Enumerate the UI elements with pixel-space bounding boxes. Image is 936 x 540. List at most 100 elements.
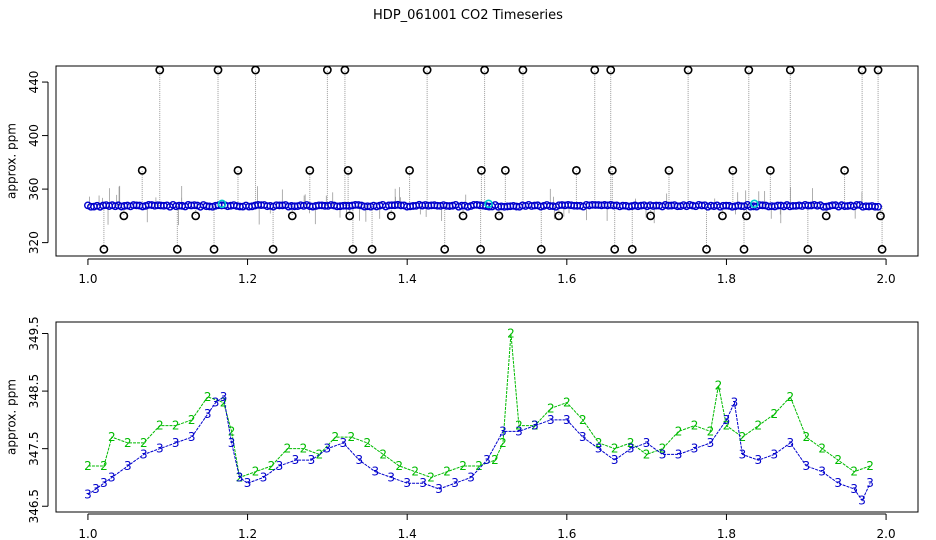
outlier-point bbox=[877, 244, 887, 254]
y-tick-label: 360 bbox=[27, 178, 41, 201]
series-marker-2: 2 bbox=[204, 390, 212, 404]
outlier-point bbox=[268, 244, 278, 254]
series-marker-2: 2 bbox=[866, 459, 874, 473]
series-marker-2: 2 bbox=[300, 442, 308, 456]
outlier-point bbox=[422, 65, 432, 75]
series-marker-2: 2 bbox=[547, 401, 555, 415]
series-marker-3: 3 bbox=[707, 436, 715, 450]
series-marker-2: 2 bbox=[379, 447, 387, 461]
series-marker-3: 3 bbox=[675, 447, 683, 461]
series-marker-2: 2 bbox=[834, 453, 842, 467]
series-marker-3: 3 bbox=[627, 442, 635, 456]
series-marker-2: 2 bbox=[252, 465, 260, 479]
outlier-point bbox=[348, 244, 358, 254]
series-marker-2: 2 bbox=[802, 430, 810, 444]
series-marker-2: 2 bbox=[84, 459, 92, 473]
series-marker-2: 2 bbox=[459, 459, 467, 473]
series-marker-2: 2 bbox=[332, 430, 340, 444]
outlier-point bbox=[172, 244, 182, 254]
series-marker-3: 3 bbox=[140, 447, 148, 461]
series-marker-3: 3 bbox=[547, 413, 555, 427]
series-marker-2: 2 bbox=[659, 442, 667, 456]
series-marker-2: 2 bbox=[707, 424, 715, 438]
series-marker-2: 2 bbox=[100, 459, 108, 473]
series-marker-2: 2 bbox=[427, 470, 435, 484]
series-marker-2: 2 bbox=[475, 459, 483, 473]
series-marker-2: 2 bbox=[531, 419, 539, 433]
outlier-point bbox=[191, 211, 201, 221]
x-tick-label: 1.6 bbox=[557, 272, 576, 286]
x-tick-label: 1.0 bbox=[78, 527, 97, 540]
series-marker-2: 2 bbox=[172, 419, 180, 433]
series-marker-2: 2 bbox=[595, 436, 603, 450]
outlier-point bbox=[876, 211, 885, 221]
outlier-point bbox=[606, 65, 616, 75]
y-tick-label: 440 bbox=[27, 71, 41, 94]
series-marker-3: 3 bbox=[156, 442, 164, 456]
series-marker-2: 2 bbox=[443, 465, 451, 479]
cyan-point bbox=[217, 199, 227, 209]
outlier-point bbox=[607, 165, 617, 175]
series-marker-3: 3 bbox=[866, 476, 874, 490]
outlier-point bbox=[765, 165, 775, 175]
series-marker-3: 3 bbox=[731, 396, 739, 410]
outlier-point bbox=[477, 165, 486, 175]
y-axis-label: approx. ppm bbox=[5, 123, 19, 199]
outlier-point bbox=[840, 165, 849, 175]
series-line-3 bbox=[87, 395, 871, 502]
outlier-point bbox=[627, 244, 637, 254]
series-marker-3: 3 bbox=[419, 476, 427, 490]
series-marker-3: 3 bbox=[579, 430, 587, 444]
series-marker-2: 2 bbox=[818, 442, 826, 456]
x-tick-label: 1.8 bbox=[717, 527, 736, 540]
series-marker-2: 2 bbox=[563, 396, 571, 410]
x-tick-label: 1.2 bbox=[238, 527, 257, 540]
series-marker-3: 3 bbox=[308, 453, 316, 467]
series-marker-2: 2 bbox=[499, 436, 507, 450]
y-tick-label: 346.5 bbox=[27, 489, 41, 523]
series-marker-3: 3 bbox=[858, 493, 866, 507]
series-marker-2: 2 bbox=[755, 419, 763, 433]
series-marker-3: 3 bbox=[563, 413, 571, 427]
baseline-point bbox=[874, 202, 882, 211]
series-marker-3: 3 bbox=[643, 436, 651, 450]
series-marker-3: 3 bbox=[755, 453, 763, 467]
outlier-point bbox=[728, 165, 738, 175]
series-marker-3: 3 bbox=[371, 465, 379, 479]
series-marker-3: 3 bbox=[403, 476, 411, 490]
series-marker-2: 2 bbox=[228, 424, 236, 438]
series-marker-3: 3 bbox=[108, 470, 116, 484]
series-marker-3: 3 bbox=[739, 447, 747, 461]
plot-frame bbox=[55, 321, 919, 513]
series-marker-2: 2 bbox=[268, 459, 276, 473]
outlier-point bbox=[590, 65, 600, 75]
outlier-point bbox=[821, 211, 831, 221]
x-tick-label: 1.4 bbox=[398, 272, 417, 286]
outlier-point bbox=[322, 65, 332, 75]
series-marker-2: 2 bbox=[284, 442, 292, 456]
outlier-point bbox=[873, 65, 883, 75]
series-marker-3: 3 bbox=[802, 459, 810, 473]
series-marker-2: 2 bbox=[611, 442, 619, 456]
series-marker-2: 2 bbox=[347, 430, 355, 444]
series-marker-2: 2 bbox=[579, 413, 587, 427]
series-marker-3: 3 bbox=[92, 482, 100, 496]
series-marker-3: 3 bbox=[834, 476, 842, 490]
outlier-point bbox=[702, 244, 711, 254]
outlier-point bbox=[744, 65, 754, 75]
series-marker-2: 2 bbox=[739, 430, 747, 444]
outlier-point bbox=[476, 244, 486, 254]
y-tick-label: 349.5 bbox=[27, 316, 41, 350]
panel-2: 1.0 1.2 1.4 1.6 1.8 2.0 346.5 347.5 348.5 349.5 ap… bbox=[5, 316, 919, 540]
series-marker-2: 2 bbox=[108, 430, 116, 444]
series-marker-2: 2 bbox=[220, 396, 228, 410]
series-marker-3: 3 bbox=[260, 470, 268, 484]
series-marker-2: 2 bbox=[786, 390, 794, 404]
series-marker-3: 3 bbox=[771, 447, 779, 461]
series-marker-2: 2 bbox=[140, 436, 148, 450]
outlier-point bbox=[155, 65, 165, 75]
series-marker-3: 3 bbox=[84, 488, 92, 502]
series-marker-3: 3 bbox=[850, 482, 858, 496]
series-marker-2: 2 bbox=[715, 378, 723, 392]
outlier-point bbox=[518, 65, 528, 75]
